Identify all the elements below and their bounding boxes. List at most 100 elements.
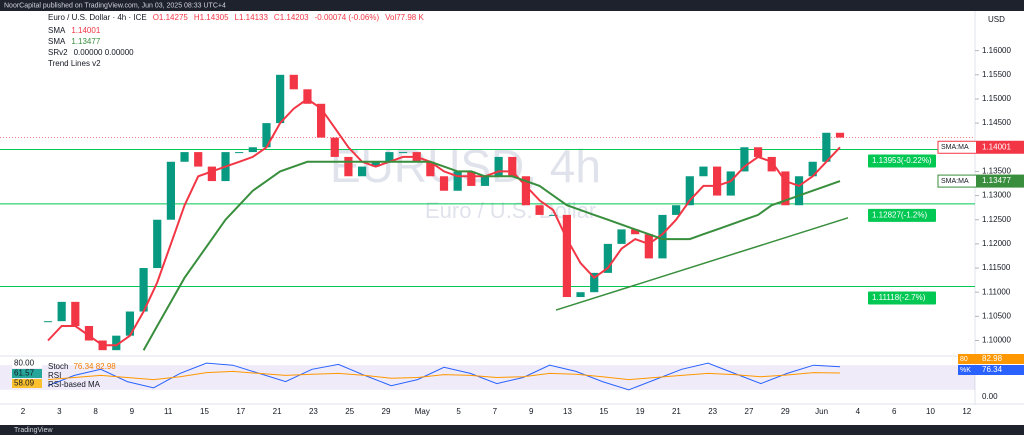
- level-box: [868, 291, 936, 305]
- osc-legend-value: 76.34 82.98: [73, 362, 116, 371]
- candle: [139, 268, 148, 312]
- candle: [521, 176, 531, 206]
- indicator-name: SRv2: [48, 48, 68, 57]
- candle: [658, 214, 667, 259]
- osc-right-box: [958, 354, 1024, 364]
- y-tick-label: 1.15500: [982, 70, 1011, 79]
- candle: [590, 272, 599, 293]
- candle: [426, 161, 435, 177]
- trend-line: [555, 217, 849, 311]
- candle: [207, 166, 216, 182]
- indicator-name: Trend Lines v2: [48, 59, 101, 68]
- y-tick-label: 1.13000: [982, 191, 1011, 200]
- candle: [317, 103, 326, 138]
- x-tick-label: May: [415, 407, 430, 416]
- candle: [125, 311, 135, 336]
- candle: [549, 214, 558, 216]
- x-tick-label: 21: [273, 407, 282, 416]
- indicator-value: 1.13477: [71, 37, 100, 46]
- x-tick-label: 5: [456, 407, 461, 416]
- sma-name: SMA:MA: [941, 144, 969, 151]
- candle: [385, 152, 394, 162]
- header-close: C1.14203: [274, 13, 309, 22]
- candle: [794, 176, 804, 206]
- candle: [235, 152, 244, 154]
- level-label: 1.12827(-1.2%): [872, 211, 927, 220]
- x-tick-label: 6: [892, 407, 897, 416]
- candle: [576, 292, 585, 298]
- rsi-line: [47, 370, 841, 381]
- x-tick-label: 9: [529, 407, 534, 416]
- x-tick-label: 4: [856, 407, 861, 416]
- candle: [262, 123, 271, 148]
- candle: [808, 161, 817, 177]
- sma-price-box: [976, 141, 1024, 154]
- candle: [467, 171, 476, 186]
- sma-line: [142, 160, 841, 351]
- publisher: NoorCapital published on TradingView.com…: [4, 2, 226, 9]
- y-tick-label: 1.11500: [982, 263, 1011, 272]
- x-tick-label: 12: [962, 407, 971, 416]
- candle: [166, 161, 175, 220]
- candle: [180, 152, 189, 162]
- osc-legend-name: RSI-based MA: [48, 380, 101, 389]
- x-tick-label: 29: [781, 407, 790, 416]
- osc-label: 80.00: [14, 359, 35, 368]
- candle: [740, 147, 749, 172]
- y-tick-label: 1.12000: [982, 239, 1011, 248]
- candle: [398, 152, 408, 154]
- candle: [822, 132, 831, 162]
- candle: [672, 205, 681, 215]
- sma-name: SMA:MA: [941, 178, 969, 185]
- osc-label: 58.09: [14, 379, 35, 388]
- candle: [699, 166, 708, 177]
- osc-right-box: [958, 365, 1024, 375]
- osc-legend-name: RSI: [48, 371, 61, 380]
- candle: [781, 171, 790, 206]
- x-tick-label: 15: [599, 407, 608, 416]
- indicator-value: 0.00000 0.00000: [74, 48, 135, 57]
- level-label: 1.11118(-2.7%): [872, 293, 926, 302]
- watermark: EURUSD, 4h: [330, 140, 601, 192]
- indicator-name: SMA: [48, 26, 66, 35]
- osc-zero: 0.00: [982, 392, 998, 401]
- header-open: O1.14275: [153, 13, 189, 22]
- candle: [480, 176, 490, 186]
- osc-legend-name: Stoch: [48, 362, 68, 371]
- osc-right-value: 76.34: [982, 365, 1003, 374]
- candle: [71, 301, 80, 327]
- sma-price-box: [976, 175, 1024, 188]
- candle: [248, 147, 257, 153]
- level-label: 1.13953(-0.22%): [872, 156, 932, 165]
- candle: [508, 156, 517, 177]
- x-tick-label: 23: [708, 407, 717, 416]
- y-tick-label: 1.14500: [982, 118, 1011, 127]
- sma-price: 1.14001: [982, 142, 1011, 151]
- osc-label-box: [12, 369, 42, 378]
- candle: [84, 326, 94, 341]
- x-tick-label: 17: [236, 407, 245, 416]
- header-low: L1.14133: [235, 13, 269, 22]
- header-volume: Vol77.98 K: [385, 13, 424, 22]
- candle: [603, 243, 612, 273]
- candle: [330, 137, 339, 157]
- sma-line: [47, 97, 841, 347]
- x-tick-label: 19: [636, 407, 645, 416]
- osc-label: 61.57: [14, 369, 35, 378]
- candle: [439, 176, 449, 191]
- candle: [357, 166, 367, 177]
- y-tick-label: 1.15000: [982, 94, 1011, 103]
- osc-right-value: 82.98: [982, 354, 1003, 363]
- x-tick-label: 11: [164, 407, 173, 416]
- stoch-line: [47, 362, 841, 391]
- x-tick-label: Jun: [815, 407, 828, 416]
- candle: [112, 335, 121, 351]
- y-tick-label: 1.10000: [982, 336, 1011, 345]
- candle: [835, 132, 845, 138]
- candle: [194, 152, 203, 167]
- sma-price: 1.13477: [982, 176, 1011, 185]
- candle: [289, 74, 298, 90]
- x-tick-label: 27: [745, 407, 754, 416]
- header-change: -0.00074 (-0.06%): [315, 13, 380, 22]
- level-box: [868, 154, 936, 168]
